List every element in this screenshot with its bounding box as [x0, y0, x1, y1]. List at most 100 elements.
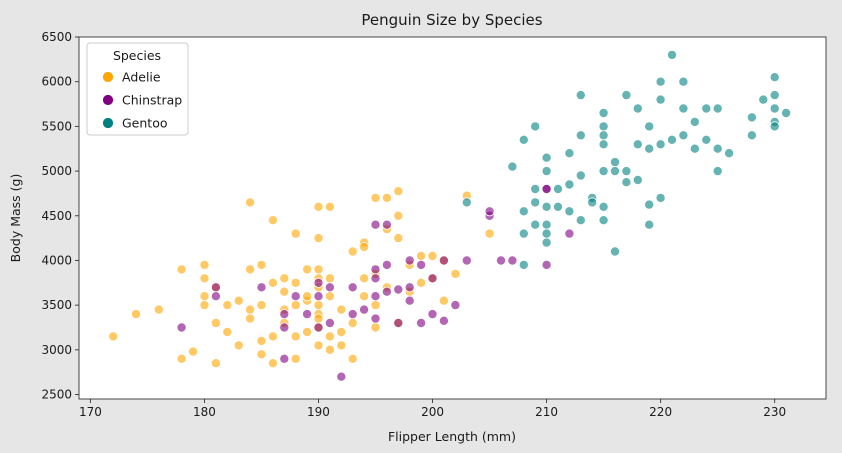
data-point-gentoo — [518, 134, 529, 145]
data-point-gentoo — [541, 228, 552, 239]
data-point-gentoo — [564, 148, 575, 159]
data-point-adelie — [267, 277, 278, 288]
data-point-adelie — [290, 353, 301, 364]
data-point-gentoo — [689, 116, 700, 127]
data-point-adelie — [359, 241, 370, 252]
data-point-chinstrap — [541, 183, 552, 194]
data-point-chinstrap — [370, 219, 381, 230]
data-point-gentoo — [769, 90, 780, 101]
data-point-gentoo — [621, 90, 632, 101]
data-point-adelie — [347, 353, 358, 364]
plot-area — [78, 36, 827, 400]
data-point-gentoo — [701, 103, 712, 114]
data-point-adelie — [302, 326, 313, 337]
data-point-gentoo — [610, 246, 621, 257]
data-point-adelie — [359, 291, 370, 302]
y-tick-label: 2500 — [41, 388, 72, 402]
data-point-adelie — [450, 268, 461, 279]
data-point-chinstrap — [347, 309, 358, 320]
data-point-adelie — [416, 277, 427, 288]
data-point-gentoo — [518, 206, 529, 217]
data-point-chinstrap — [381, 259, 392, 270]
data-point-gentoo — [553, 183, 564, 194]
data-point-chinstrap — [347, 282, 358, 293]
data-point-gentoo — [518, 228, 529, 239]
x-axis: 170 180 190 200 210 220 230 — [79, 399, 786, 419]
y-axis: 2500 3000 3500 4000 4500 5000 5500 6000 6500 — [41, 30, 79, 402]
data-point-adelie — [484, 228, 495, 239]
data-point-chinstrap — [404, 282, 415, 293]
data-point-adelie — [256, 349, 267, 360]
data-point-adelie — [233, 340, 244, 351]
data-point-gentoo — [758, 94, 769, 105]
data-point-adelie — [336, 340, 347, 351]
x-axis-label: Flipper Length (mm) — [388, 429, 516, 444]
data-point-gentoo — [621, 166, 632, 177]
data-point-gentoo — [587, 197, 598, 208]
data-point-adelie — [347, 317, 358, 328]
data-point-adelie — [267, 331, 278, 342]
data-point-adelie — [130, 309, 141, 320]
data-point-gentoo — [644, 199, 655, 210]
data-point-chinstrap — [370, 273, 381, 284]
data-point-adelie — [336, 304, 347, 315]
data-point-chinstrap — [404, 295, 415, 306]
data-point-adelie — [176, 353, 187, 364]
data-point-gentoo — [667, 134, 678, 145]
data-point-chinstrap — [279, 353, 290, 364]
data-point-adelie — [302, 291, 313, 302]
data-point-adelie — [393, 233, 404, 244]
legend: Species Adelie Chinstrap Gentoo — [86, 42, 189, 136]
data-point-gentoo — [621, 177, 632, 188]
data-point-chinstrap — [279, 309, 290, 320]
data-point-gentoo — [632, 103, 643, 114]
data-point-adelie — [347, 246, 358, 257]
data-point-chinstrap — [450, 300, 461, 311]
data-point-gentoo — [541, 166, 552, 177]
data-point-chinstrap — [210, 291, 221, 302]
data-point-chinstrap — [336, 371, 347, 382]
x-tick-label: 180 — [193, 405, 216, 419]
data-point-adelie — [187, 346, 198, 357]
data-point-adelie — [290, 228, 301, 239]
data-point-adelie — [279, 273, 290, 284]
data-point-adelie — [324, 331, 335, 342]
legend-marker-adelie — [102, 71, 114, 83]
y-tick-label: 6500 — [41, 30, 72, 44]
data-point-chinstrap — [176, 322, 187, 333]
data-point-gentoo — [712, 143, 723, 154]
x-tick-label: 220 — [649, 405, 672, 419]
data-point-chinstrap — [370, 264, 381, 275]
data-point-adelie — [427, 250, 438, 261]
data-point-adelie — [302, 264, 313, 275]
data-point-gentoo — [610, 166, 621, 177]
legend-title: Species — [113, 48, 161, 63]
data-point-chinstrap — [427, 273, 438, 284]
data-point-chinstrap — [438, 315, 449, 326]
data-point-adelie — [290, 277, 301, 288]
data-point-gentoo — [598, 108, 609, 119]
data-point-gentoo — [541, 152, 552, 163]
data-point-gentoo — [678, 130, 689, 141]
data-point-gentoo — [769, 103, 780, 114]
chart-title: Penguin Size by Species — [361, 11, 542, 29]
data-point-chinstrap — [210, 282, 221, 293]
data-point-adelie — [370, 322, 381, 333]
data-point-chinstrap — [507, 255, 518, 266]
data-point-gentoo — [461, 197, 472, 208]
data-point-chinstrap — [313, 277, 324, 288]
data-point-gentoo — [541, 237, 552, 248]
y-tick-label: 5500 — [41, 119, 72, 133]
legend-label-adelie: Adelie — [122, 70, 161, 85]
data-point-adelie — [313, 300, 324, 311]
data-point-gentoo — [598, 166, 609, 177]
data-point-gentoo — [689, 143, 700, 154]
data-point-gentoo — [632, 139, 643, 150]
legend-label-gentoo: Gentoo — [122, 116, 168, 131]
data-point-adelie — [393, 186, 404, 197]
data-point-gentoo — [530, 121, 541, 132]
data-point-adelie — [359, 273, 370, 284]
data-point-gentoo — [667, 49, 678, 60]
data-point-chinstrap — [324, 317, 335, 328]
data-point-gentoo — [655, 139, 666, 150]
